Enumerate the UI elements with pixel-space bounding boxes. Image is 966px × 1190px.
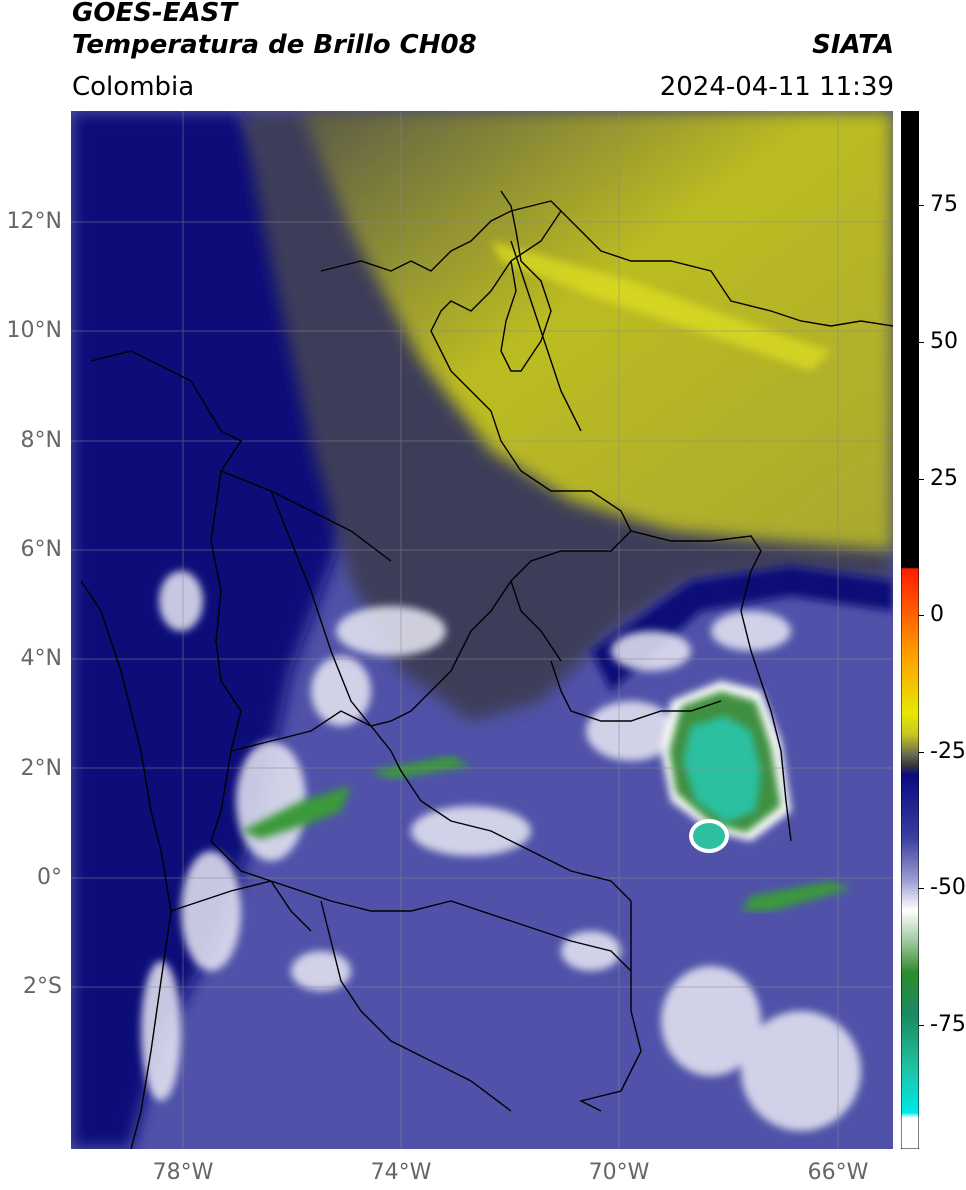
cbar-label-50: 50: [930, 329, 958, 354]
political-borders: [80, 190, 893, 1149]
lat-label-0: 0°: [37, 865, 62, 890]
cbar-label-neg75: -75: [930, 1012, 966, 1037]
cbar-tick: [918, 479, 924, 480]
satellite-map: [71, 111, 893, 1149]
cbar-label-neg50: -50: [930, 875, 966, 900]
cbar-label-0: 0: [930, 602, 944, 627]
lon-label-78w: 78°W: [152, 1160, 214, 1185]
title-product: Temperatura de Brillo CH08: [72, 30, 477, 60]
lon-label-74w: 74°W: [370, 1160, 432, 1185]
cold-cloud-tops: [241, 681, 851, 911]
colorbar-gradient: [901, 111, 919, 1149]
lat-label-12n: 12°N: [6, 209, 62, 234]
bright-dry-streak: [491, 241, 831, 371]
colorbar: [901, 111, 919, 1149]
timestamp-label: 2024-04-11 11:39: [659, 72, 894, 102]
map-canvas: [71, 111, 893, 1149]
cbar-tick: [918, 888, 924, 889]
graticule: [71, 111, 893, 1149]
convective-clouds: [141, 571, 861, 1131]
lat-label-6n: 6°N: [20, 537, 62, 562]
cbar-label-neg25: -25: [930, 739, 966, 764]
lat-label-2s: 2°S: [23, 974, 62, 999]
cbar-tick: [918, 1025, 924, 1026]
cbar-tick: [918, 615, 924, 616]
lon-label-70w: 70°W: [588, 1160, 650, 1185]
region-label: Colombia: [72, 72, 195, 102]
lon-label-66w: 66°W: [807, 1160, 869, 1185]
cbar-tick: [918, 752, 924, 753]
lat-label-8n: 8°N: [20, 428, 62, 453]
title-satellite: GOES-EAST: [72, 0, 238, 28]
lat-label-10n: 10°N: [6, 318, 62, 343]
cbar-label-25: 25: [930, 466, 958, 491]
brand-label: SIATA: [812, 30, 894, 60]
cbar-label-75: 75: [930, 192, 958, 217]
cbar-tick: [918, 342, 924, 343]
lat-label-4n: 4°N: [20, 646, 62, 671]
lat-label-2n: 2°N: [20, 756, 62, 781]
cbar-tick: [918, 205, 924, 206]
navy-edge-east: [591, 566, 893, 691]
